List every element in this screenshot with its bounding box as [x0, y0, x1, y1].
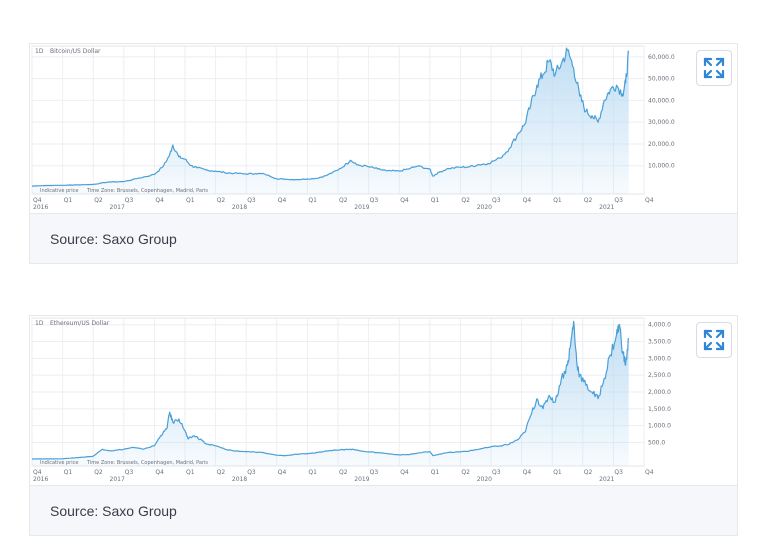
- x-tick-label: Q2: [217, 469, 226, 476]
- bitcoin-chart: 10,000.0 20,000.0 30,000.0 40,000.0 50,000.0…: [31, 45, 675, 211]
- x-year-label: 2017: [110, 476, 125, 483]
- x-tick-label: Q2: [94, 469, 103, 476]
- x-tick-label: Q4: [645, 469, 654, 476]
- x-tick-label: Q4: [278, 469, 287, 476]
- y-tick-label: 2,500.0: [648, 372, 671, 379]
- x-year-label: 2016: [33, 476, 48, 483]
- x-tick-label: Q2: [339, 469, 348, 476]
- price-line: [31, 320, 630, 460]
- bitcoin-chart-area: 10,000.0 20,000.0 30,000.0 40,000.0 50,000.0…: [30, 44, 737, 213]
- x-tick-label: Q1: [186, 469, 195, 476]
- x-tick-label: Q2: [339, 197, 348, 204]
- y-tick-label: 20,000.0: [648, 141, 675, 148]
- x-year-label: 2018: [232, 204, 247, 211]
- price-area-fill: [32, 48, 629, 194]
- indicative-price-note: Indicative price: [40, 188, 78, 194]
- chart-title: Ethereum/US Dollar: [50, 320, 110, 327]
- x-year-label: 2020: [477, 204, 492, 211]
- x-tick-label: Q1: [431, 469, 440, 476]
- ethereum-chart: 500.0 1,000.0 1,500.0 2,000.0 2,500.0 3,000.0…: [31, 317, 671, 483]
- bitcoin-chart-card: 10,000.0 20,000.0 30,000.0 40,000.0 50,000.0…: [29, 43, 738, 264]
- expand-icon: [703, 329, 725, 351]
- x-tick-label: Q2: [584, 197, 593, 204]
- expand-button[interactable]: [696, 50, 732, 86]
- x-year-label: 2020: [477, 476, 492, 483]
- indicative-price-note: Indicative price: [40, 460, 78, 466]
- x-year-label: 2018: [232, 476, 247, 483]
- ethereum-chart-card: 500.0 1,000.0 1,500.0 2,000.0 2,500.0 3,000.0…: [29, 315, 738, 536]
- x-tick-label: Q1: [308, 469, 317, 476]
- x-tick-label: Q3: [125, 469, 134, 476]
- y-tick-label: 500.0: [648, 439, 665, 446]
- x-tick-label: Q4: [400, 469, 409, 476]
- x-tick-label: Q3: [370, 197, 379, 204]
- x-tick-label: Q2: [461, 469, 470, 476]
- x-tick-label: Q2: [94, 197, 103, 204]
- x-year-label: 2021: [599, 476, 614, 483]
- y-tick-label: 60,000.0: [648, 54, 675, 61]
- y-tick-label: 40,000.0: [648, 97, 675, 104]
- y-tick-label: 4,000.0: [648, 322, 671, 329]
- x-tick-label: Q4: [155, 197, 164, 204]
- x-tick-label: Q3: [247, 469, 256, 476]
- expand-button[interactable]: [696, 322, 732, 358]
- x-tick-label: Q1: [553, 197, 562, 204]
- x-tick-label: Q4: [400, 197, 409, 204]
- y-tick-label: 3,500.0: [648, 339, 671, 346]
- timezone-note: Time Zone: Brussels, Copenhagen, Madrid,…: [86, 460, 208, 466]
- y-tick-label: 30,000.0: [648, 119, 675, 126]
- x-tick-label: Q4: [33, 469, 42, 476]
- x-year-label: 2016: [33, 204, 48, 211]
- x-tick-label: Q3: [247, 197, 256, 204]
- y-tick-label: 10,000.0: [648, 163, 675, 170]
- x-tick-label: Q3: [125, 197, 134, 204]
- price-area-fill: [32, 321, 629, 466]
- x-year-label: 2021: [599, 204, 614, 211]
- x-tick-label: Q3: [614, 197, 623, 204]
- x-tick-label: Q4: [523, 197, 532, 204]
- x-tick-label: Q3: [370, 469, 379, 476]
- x-tick-label: Q4: [155, 469, 164, 476]
- x-tick-label: Q1: [64, 197, 73, 204]
- x-year-label: 2019: [354, 476, 369, 483]
- caption-text: Source: Saxo Group: [50, 503, 177, 519]
- chart-caption: Source: Saxo Group: [30, 213, 737, 263]
- x-tick-label: Q4: [33, 197, 42, 204]
- x-tick-label: Q4: [278, 197, 287, 204]
- x-year-label: 2019: [354, 204, 369, 211]
- interval-label: 1D: [35, 320, 44, 327]
- x-tick-label: Q2: [217, 197, 226, 204]
- x-tick-label: Q1: [553, 469, 562, 476]
- x-tick-label: Q2: [584, 469, 593, 476]
- ethereum-chart-area: 500.0 1,000.0 1,500.0 2,000.0 2,500.0 3,000.0…: [30, 316, 737, 485]
- chart-title: Bitcoin/US Dollar: [50, 48, 101, 55]
- x-tick-label: Q1: [186, 197, 195, 204]
- expand-icon: [703, 57, 725, 79]
- x-tick-label: Q1: [308, 197, 317, 204]
- x-tick-label: Q4: [645, 197, 654, 204]
- y-tick-label: 2,000.0: [648, 389, 671, 396]
- x-tick-label: Q2: [461, 197, 470, 204]
- y-tick-label: 3,000.0: [648, 355, 671, 362]
- caption-text: Source: Saxo Group: [50, 231, 177, 247]
- y-tick-label: 1,500.0: [648, 406, 671, 413]
- x-tick-label: Q1: [431, 197, 440, 204]
- price-line: [31, 47, 630, 187]
- interval-label: 1D: [35, 48, 44, 55]
- x-tick-label: Q3: [492, 469, 501, 476]
- x-year-label: 2017: [110, 204, 125, 211]
- timezone-note: Time Zone: Brussels, Copenhagen, Madrid,…: [86, 188, 208, 194]
- x-tick-label: Q3: [492, 197, 501, 204]
- x-tick-label: Q3: [614, 469, 623, 476]
- y-tick-label: 50,000.0: [648, 76, 675, 83]
- y-tick-label: 1,000.0: [648, 423, 671, 430]
- x-tick-label: Q4: [523, 469, 532, 476]
- x-tick-label: Q1: [64, 469, 73, 476]
- chart-caption: Source: Saxo Group: [30, 485, 737, 535]
